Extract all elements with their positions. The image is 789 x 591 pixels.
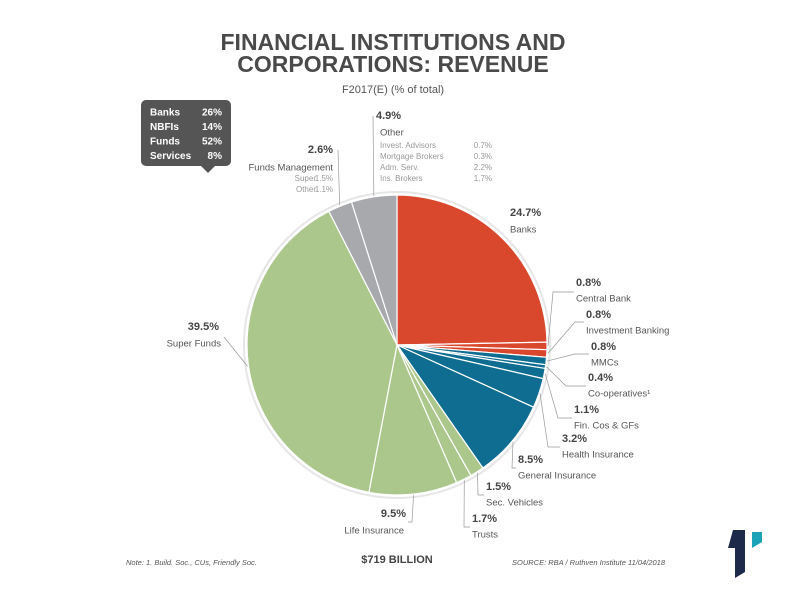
breakdown-name: Ins. Brokers — [380, 174, 423, 183]
value-label: 8.5% — [518, 454, 543, 466]
value-label: 0.4% — [588, 372, 613, 384]
slice-label: Super Funds — [167, 339, 222, 350]
note: Note: 1. Build. Soc., CUs, Friendly Soc. — [126, 558, 257, 567]
summary-name: Services — [150, 151, 192, 162]
breakdown-name: Mortgage Brokers — [380, 152, 444, 161]
pie-slice — [350, 194, 398, 346]
value-label: 9.5% — [381, 508, 406, 520]
leader-line — [547, 353, 589, 362]
summary-callout — [141, 100, 231, 173]
value-label: 1.1% — [574, 404, 599, 416]
breakdown-value: 1.1% — [315, 185, 333, 194]
value-label: 24.7% — [510, 207, 541, 219]
breakdown-value: 2.2% — [474, 163, 492, 172]
slice-label: General Insurance — [518, 471, 596, 482]
breakdown-name: Super — [295, 174, 317, 183]
summary-value: 52% — [202, 137, 222, 148]
value-label: 1.7% — [472, 513, 497, 525]
callout-pointer — [200, 165, 216, 173]
leader-line — [511, 441, 516, 469]
pie-slice — [396, 194, 548, 346]
leader-line — [547, 291, 574, 346]
chart-title: CORPORATIONS: REVENUE — [237, 51, 548, 77]
slice-label: Life Insurance — [344, 526, 404, 537]
leader-line — [546, 366, 586, 387]
breakdown-value: 1.5% — [315, 174, 333, 183]
slice-label: Banks — [510, 225, 537, 236]
leader-line — [337, 149, 341, 206]
value-label: 39.5% — [188, 321, 219, 333]
slice-label: Trusts — [472, 530, 498, 541]
leader-line — [544, 373, 572, 419]
leader-line — [223, 336, 248, 367]
value-label: 0.8% — [591, 341, 616, 353]
breakdown-name: Adm. Serv. — [380, 163, 419, 172]
chart-title: FINANCIAL INSTITUTIONS AND — [221, 29, 566, 55]
slice-label: MMCs — [591, 358, 619, 369]
slice-label: Sec. Vehicles — [486, 498, 543, 509]
logo-mark — [752, 532, 762, 548]
source: SOURCE: RBA / Ruthven Institute 11/04/20… — [512, 558, 666, 567]
slice-label: Other — [380, 128, 404, 139]
leader-line — [539, 393, 560, 448]
summary-name: Funds — [150, 137, 180, 148]
value-label: 4.9% — [376, 110, 401, 122]
slice-label: Co-operatives¹ — [588, 389, 650, 400]
leader-line — [408, 495, 414, 523]
pie-ring — [243, 191, 551, 499]
value-label: 1.5% — [486, 481, 511, 493]
logo-mark — [728, 530, 745, 578]
slice-label: Investment Banking — [586, 326, 669, 337]
breakdown-name: Invest. Advisors — [380, 141, 436, 150]
summary-name: NBFIs — [150, 122, 179, 133]
summary-name: Banks — [150, 108, 180, 119]
pie-slice — [246, 210, 398, 494]
slice-label: Funds Management — [249, 163, 334, 174]
summary-value: 26% — [202, 108, 222, 119]
breakdown-value: 0.7% — [474, 141, 492, 150]
slice-label: Health Insurance — [562, 450, 634, 461]
summary-value: 14% — [202, 122, 222, 133]
leader-line — [547, 321, 584, 354]
total: $719 BILLION — [361, 554, 433, 566]
slice-label: Central Bank — [576, 294, 631, 305]
logo — [728, 530, 762, 578]
value-label: 0.8% — [586, 309, 611, 321]
value-label: 2.6% — [308, 144, 333, 156]
leader-line — [372, 115, 375, 196]
summary-value: 8% — [208, 151, 223, 162]
slice-label: Fin. Cos & GFs — [574, 421, 639, 432]
chart-subtitle: F2017(E) (% of total) — [342, 84, 444, 96]
pie-slice — [368, 342, 458, 496]
breakdown-value: 0.3% — [474, 152, 492, 161]
breakdown-value: 1.7% — [474, 174, 492, 183]
breakdown-name: Other — [296, 185, 316, 194]
leader-line — [463, 480, 470, 528]
value-label: 0.8% — [576, 277, 601, 289]
leader-line — [477, 472, 484, 496]
callout-box — [141, 100, 231, 166]
value-label: 3.2% — [562, 433, 587, 445]
